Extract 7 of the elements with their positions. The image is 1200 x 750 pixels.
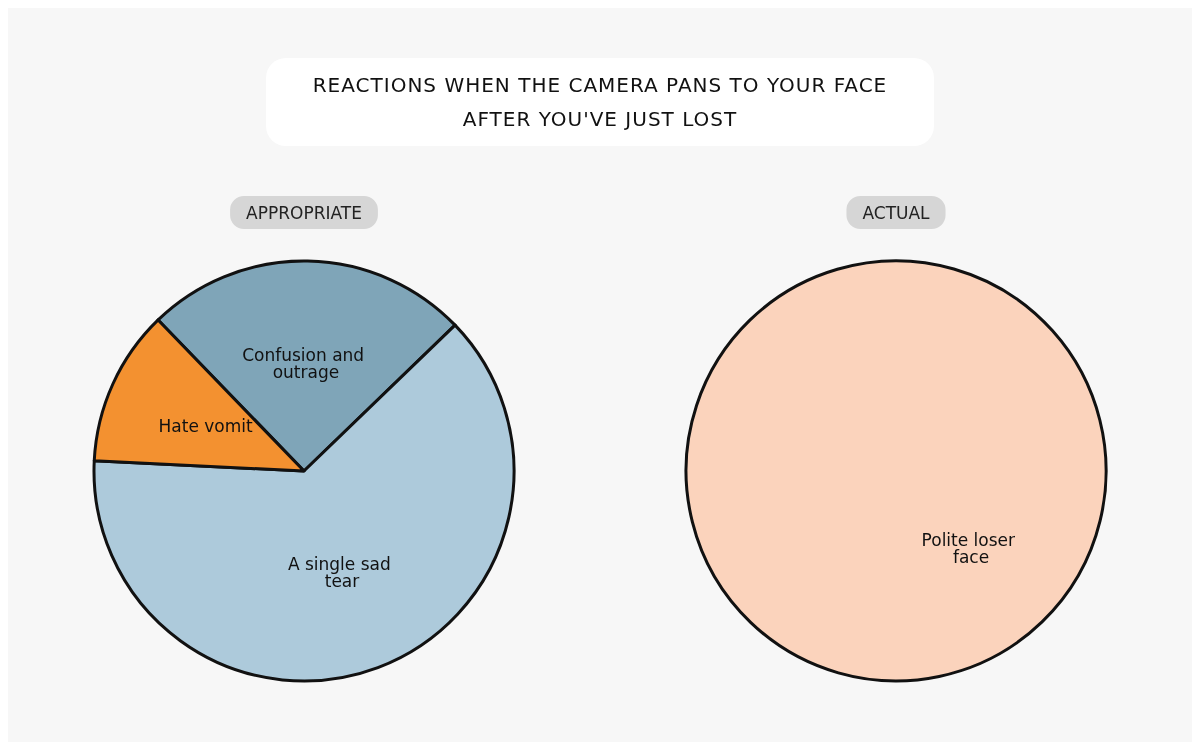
chart-subtitle: ACTUAL bbox=[862, 202, 931, 223]
slice-label: Confusion and outrage bbox=[242, 344, 370, 382]
chart-subtitle: APPROPRIATE bbox=[246, 202, 362, 223]
slice-label: Hate vomit bbox=[158, 416, 254, 437]
slice-label: A single sad tear bbox=[287, 553, 397, 591]
text: REACTIONS WHEN THE CAMERA PANS TO YOUR FACE AFTER YOU'VE JUST LOST bbox=[266, 58, 934, 146]
slice-label: Polite loser face bbox=[921, 530, 1021, 568]
